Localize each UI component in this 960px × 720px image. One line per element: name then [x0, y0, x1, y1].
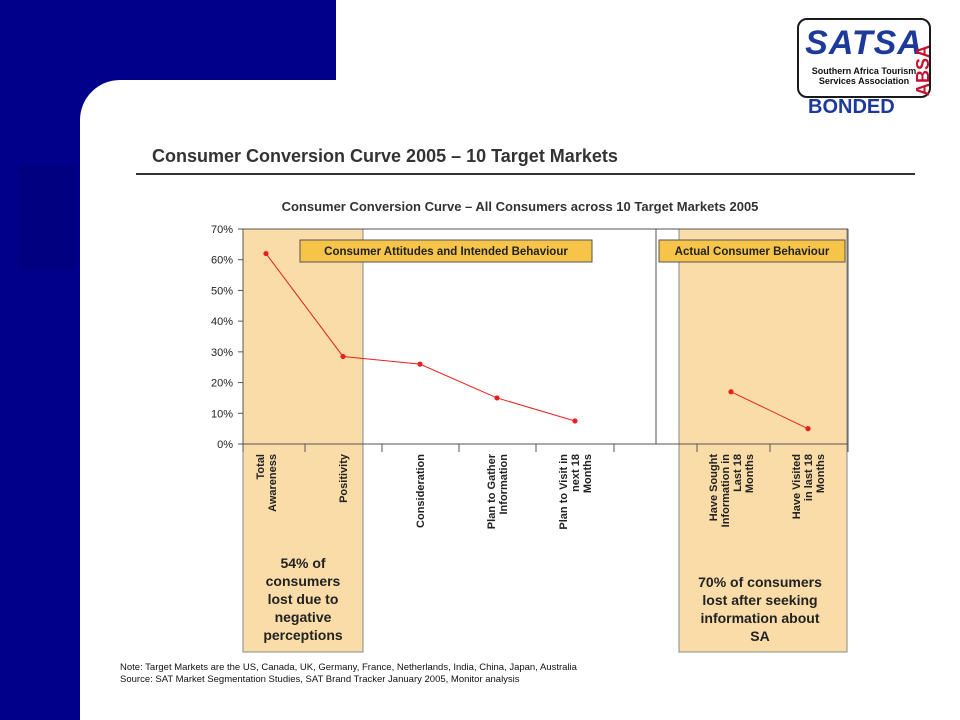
- note-text: Note: Target Markets are the US, Canada,…: [120, 662, 577, 673]
- satsa-logo: SATSA Southern Africa Tourism Services A…: [797, 18, 931, 98]
- x-category-label: Months: [815, 454, 827, 493]
- data-point: [340, 353, 346, 360]
- annotation-1: perceptions: [263, 627, 343, 643]
- x-category-label: in last 18: [803, 454, 815, 501]
- data-point: [417, 361, 423, 367]
- y-tick-label: 0%: [217, 439, 233, 451]
- source-text: Source: SAT Market Segmentation Studies,…: [120, 674, 520, 685]
- y-tick-label: 20%: [211, 378, 233, 390]
- annotation-2: information about: [701, 610, 820, 626]
- y-tick-label: 50%: [211, 285, 233, 297]
- x-category-label: Information: [498, 454, 510, 515]
- satsa-wordmark: SATSA: [805, 24, 923, 62]
- annotation-2: lost after seeking: [702, 592, 817, 608]
- annotation-1: negative: [275, 609, 332, 625]
- x-category-label: Have Sought: [708, 454, 720, 522]
- content-corner: [80, 80, 160, 160]
- y-tick-label: 70%: [211, 224, 233, 236]
- annotation-1: lost due to: [268, 591, 339, 607]
- data-point: [263, 250, 269, 257]
- group-header-label: Consumer Attitudes and Intended Behaviou…: [324, 246, 568, 258]
- x-category-label: Awareness: [267, 454, 279, 512]
- y-tick-label: 10%: [211, 408, 233, 420]
- y-tick-label: 40%: [211, 316, 233, 328]
- data-point: [494, 395, 500, 401]
- group-header-box-2: [658, 239, 846, 263]
- x-category-label: Consideration: [415, 454, 427, 528]
- satsa-subtitle-line2: Services Association: [818, 76, 910, 86]
- annotation-2: SA: [750, 628, 769, 644]
- x-category-label: next 18: [570, 454, 582, 492]
- group-header-box-1: [299, 239, 593, 263]
- group-header-label: Actual Consumer Behaviour: [675, 246, 830, 258]
- x-category-label: Plan to Gather: [486, 453, 498, 529]
- annotation-1: 54% of: [280, 555, 325, 571]
- y-tick-label: 60%: [211, 255, 233, 267]
- slide-title: Consumer Conversion Curve 2005 – 10 Targ…: [152, 146, 618, 166]
- annotation-1: consumers: [266, 573, 341, 589]
- satsa-subtitle-line1: Southern Africa Tourism: [811, 66, 917, 76]
- blue-shade-block: [18, 165, 76, 270]
- x-category-label: Months: [582, 454, 594, 493]
- highlight-region-2: [678, 228, 848, 653]
- series-line-2: [730, 391, 809, 430]
- data-point: [572, 418, 578, 424]
- title-rule: [136, 173, 915, 175]
- x-category-label: Last 18: [732, 454, 744, 492]
- chart-title: Consumer Conversion Curve – All Consumer…: [282, 199, 759, 214]
- x-category-label: Total: [255, 454, 267, 479]
- data-point: [805, 426, 811, 432]
- bonded-label: BONDED: [808, 96, 895, 118]
- x-category-label: Information in: [720, 454, 732, 528]
- y-tick-label: 30%: [211, 347, 233, 359]
- annotation-2: 70% of consumers: [698, 574, 822, 590]
- x-category-label: Months: [744, 454, 756, 493]
- footnote: Note: Target Markets are the US, Canada,…: [120, 662, 577, 686]
- blue-side-band: [0, 0, 80, 720]
- x-category-label: Have Visited: [791, 454, 803, 519]
- x-category-label: Positivity: [338, 453, 350, 503]
- satsa-subtitle: Southern Africa Tourism Services Associa…: [799, 66, 929, 86]
- data-point: [728, 389, 734, 395]
- x-category-label: Plan to Visit in: [558, 454, 570, 530]
